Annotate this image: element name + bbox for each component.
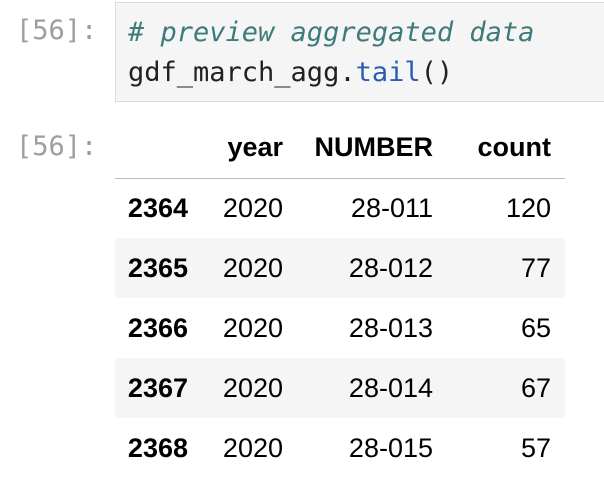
cell-year: 2020 — [222, 372, 283, 403]
row-index: 2364 — [127, 192, 188, 223]
cell-number: 28-015 — [348, 432, 433, 463]
row-index: 2366 — [127, 312, 188, 343]
cell-number: 28-014 — [348, 372, 433, 403]
index-header — [115, 118, 202, 179]
table-row: 2364 2020 28-011 120 — [115, 178, 565, 238]
cell-number: 28-011 — [350, 192, 433, 223]
row-index: 2368 — [127, 432, 188, 463]
cell-count: 57 — [520, 432, 551, 463]
cell-count: 120 — [505, 192, 551, 223]
cell-count: 77 — [520, 252, 551, 283]
dataframe-table: year NUMBER count 2364 2020 28-011 120 2… — [115, 118, 565, 478]
table-row: 2366 2020 28-013 65 — [115, 298, 565, 358]
table-row: 2367 2020 28-014 67 — [115, 358, 565, 418]
table-row: 2365 2020 28-012 77 — [115, 238, 565, 298]
cell-year: 2020 — [222, 312, 283, 343]
cell-year: 2020 — [222, 192, 283, 223]
column-header-number: NUMBER — [297, 118, 447, 179]
column-header-count: count — [447, 118, 565, 179]
row-index: 2367 — [127, 372, 188, 403]
table-row: 2368 2020 28-015 57 — [115, 418, 565, 478]
row-index: 2365 — [127, 252, 188, 283]
code-dot: . — [339, 57, 356, 88]
input-prompt: [56]: — [16, 15, 98, 46]
cell-number: 28-013 — [348, 312, 433, 343]
output-prompt: [56]: — [16, 131, 98, 162]
code-method: tail — [355, 57, 421, 88]
cell-number: 28-012 — [348, 252, 433, 283]
cell-count: 67 — [520, 372, 551, 403]
code-comment-line: # preview aggregated data — [128, 15, 534, 51]
table-header-row: year NUMBER count — [115, 118, 565, 179]
code-variable: gdf_march_agg — [128, 57, 340, 88]
code-parens: () — [420, 57, 454, 88]
code-comment: # preview aggregated data — [128, 17, 535, 48]
cell-count: 65 — [520, 312, 551, 343]
cell-year: 2020 — [222, 432, 283, 463]
code-line: gdf_march_agg.tail() — [128, 55, 453, 91]
code-input-area[interactable] — [115, 2, 604, 102]
cell-year: 2020 — [222, 252, 283, 283]
column-header-year: year — [202, 118, 297, 179]
